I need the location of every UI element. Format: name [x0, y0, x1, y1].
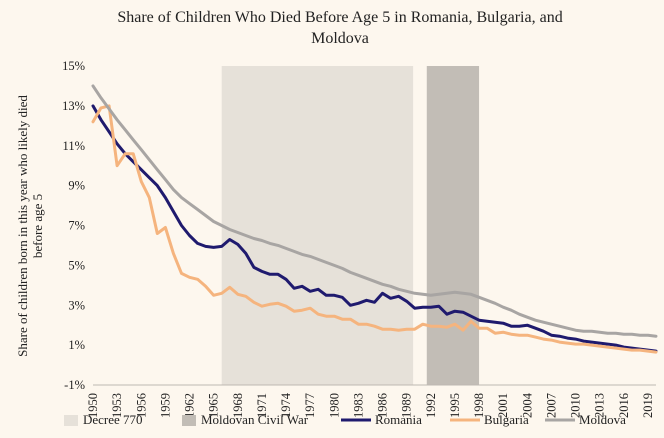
x-tick-label: 1977	[303, 393, 317, 418]
series-line-bulgaria	[91, 104, 658, 354]
legend-swatch-moldovan-civil-war	[182, 415, 196, 426]
y-tick-label: 7%	[68, 219, 85, 233]
x-tick-label: 1950	[86, 393, 100, 418]
x-tick-label: 2004	[520, 392, 534, 418]
chart-title-line-1: Share of Children Who Died Before Age 5 …	[117, 9, 562, 26]
x-tick-label: 1992	[424, 393, 438, 418]
y-tick-label: 11%	[63, 139, 85, 153]
x-tick-label: 2019	[641, 393, 655, 418]
y-tick-label: 15%	[62, 59, 85, 73]
legend-swatch-decree-770	[64, 415, 78, 426]
x-tick-label: 1968	[231, 393, 245, 418]
x-tick-label: 2001	[496, 393, 510, 418]
y-axis-title-line-1: Share of children born in this year who …	[15, 95, 30, 357]
legend-item-bulgaria: Bulgaria	[450, 412, 529, 427]
legend-item-moldovan-civil-war: Moldovan Civil War	[182, 412, 309, 427]
y-axis-title: Share of children born in this year who …	[15, 95, 45, 357]
x-tick-label: 1974	[279, 392, 293, 418]
x-tick-label: 1983	[351, 393, 365, 418]
y-tick-label: 5%	[68, 258, 85, 272]
shaded-region-moldovan-civil-war	[426, 66, 480, 385]
x-tick-label: 1953	[110, 393, 124, 418]
legend-label-bulgaria: Bulgaria	[484, 412, 529, 427]
legend-label-moldovan-civil-war: Moldovan Civil War	[201, 412, 309, 427]
x-tick-label: 1962	[183, 393, 197, 418]
x-tick-label: 2013	[593, 393, 607, 418]
legend-item-decree-770: Decree 770	[64, 412, 143, 427]
y-tick-label: 9%	[68, 179, 85, 193]
x-tick-label: 1959	[158, 393, 172, 418]
chart-title-line-2: Moldova	[311, 30, 369, 47]
y-tick-label: 13%	[62, 99, 85, 113]
shaded-regions	[221, 66, 480, 385]
y-axis-title-line-2: before age 5	[30, 194, 45, 258]
x-tick-label: 1995	[448, 393, 462, 418]
y-tick-label: 3%	[68, 298, 85, 312]
x-tick-label: 2010	[569, 393, 583, 418]
x-tick-label: 2016	[617, 393, 631, 418]
legend-label-decree-770: Decree 770	[83, 412, 143, 427]
legend-label-moldova: Moldova	[579, 412, 626, 427]
series-line-romania	[91, 104, 658, 353]
x-tick-label: 1965	[207, 393, 221, 418]
axes: -1% 1% 3% 5% 7% 9% 11% 13% 15% 1950 1953 1956 1959 19…	[62, 59, 656, 418]
y-tick-label: 1%	[68, 338, 85, 352]
series-line-moldova	[91, 84, 658, 338]
x-tick-label: 1986	[376, 393, 390, 418]
x-tick-label: 1956	[134, 393, 148, 418]
x-tick-label: 1980	[327, 393, 341, 418]
shaded-region-decree-770	[221, 66, 414, 385]
x-tick-label: 1989	[400, 393, 414, 418]
legend-label-romania: Romania	[375, 412, 422, 427]
legend-item-romania: Romania	[341, 412, 422, 427]
y-tick-label: -1%	[64, 378, 85, 392]
legend-item-moldova: Moldova	[545, 412, 626, 427]
x-tick-label: 1998	[472, 393, 486, 418]
x-tick-label: 1971	[255, 393, 269, 418]
x-tick-label: 2007	[544, 393, 558, 418]
series-lines	[91, 84, 658, 354]
legend: Decree 770 Moldovan Civil War Romania Bulga…	[64, 412, 626, 427]
